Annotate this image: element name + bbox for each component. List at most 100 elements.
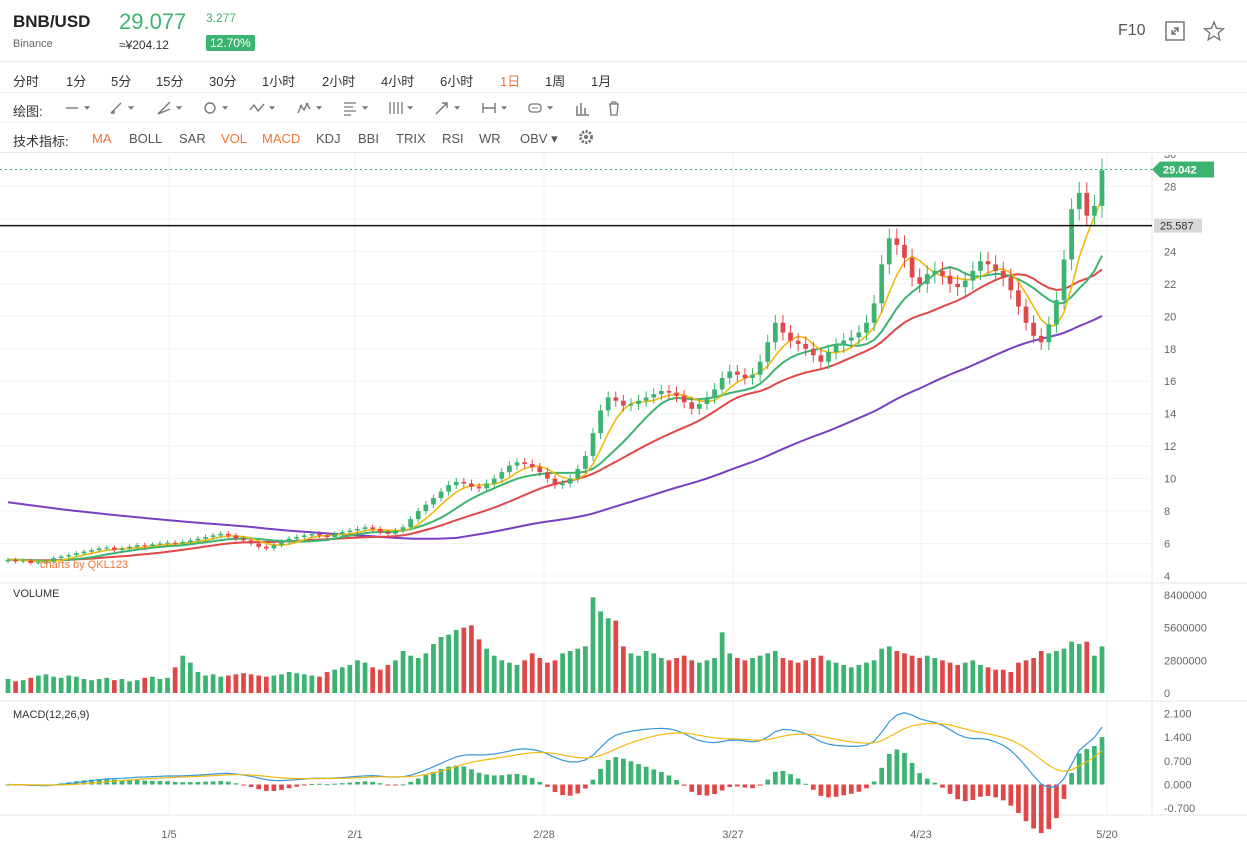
period-5[interactable]: 1小时 xyxy=(262,74,296,89)
wave-tool-icon[interactable] xyxy=(249,99,276,117)
volume-bar xyxy=(917,658,923,693)
macd-tick-label: 0.700 xyxy=(1164,756,1192,768)
indicator-bbi[interactable]: BBI xyxy=(358,131,379,146)
macd-tick-label: 1.400 xyxy=(1164,732,1192,744)
macd-histogram-bar xyxy=(765,779,771,785)
period-8[interactable]: 6小时 xyxy=(440,74,474,89)
volume-bar xyxy=(909,655,915,693)
volume-bar xyxy=(1000,669,1006,693)
arrow-tool-icon[interactable] xyxy=(434,99,461,117)
macd-histogram-bar xyxy=(841,784,847,796)
gear-icon[interactable] xyxy=(577,128,595,146)
measure-tool-icon[interactable] xyxy=(481,99,508,117)
macd-histogram-bar xyxy=(499,775,505,785)
volume-bar xyxy=(636,655,641,693)
last-price-label: 29.042 xyxy=(1163,165,1197,177)
bars-tool-icon[interactable] xyxy=(574,99,590,117)
text-tool-icon[interactable] xyxy=(527,99,554,117)
volume-bar xyxy=(36,675,41,693)
period-2[interactable]: 5分 xyxy=(111,74,132,89)
pen-tool-icon[interactable] xyxy=(108,99,135,117)
period-11[interactable]: 1月 xyxy=(591,74,612,89)
period-3[interactable]: 15分 xyxy=(156,74,184,89)
f10-button[interactable]: F10 xyxy=(1118,22,1146,39)
ray-tool-icon[interactable] xyxy=(156,99,183,117)
indicator-obv[interactable]: OBV ▾ xyxy=(520,131,558,146)
macd-histogram-bar xyxy=(286,784,292,789)
price-tick-label: 14 xyxy=(1164,409,1176,421)
candle-body xyxy=(180,541,186,544)
period-4[interactable]: 30分 xyxy=(209,74,237,89)
period-1[interactable]: 1分 xyxy=(66,74,87,89)
macd-histogram-bar xyxy=(134,780,140,785)
grid-tool-icon[interactable] xyxy=(387,99,414,117)
macd-histogram-bar xyxy=(507,774,512,785)
macd-histogram-bar xyxy=(81,780,87,785)
volume-tick-label: 0 xyxy=(1164,688,1170,700)
candle-body xyxy=(271,545,277,549)
macd-dif-line xyxy=(7,712,1103,789)
indicator-label: 技术指标: xyxy=(13,134,69,149)
circle-tool-icon[interactable] xyxy=(202,99,229,117)
expand-icon[interactable] xyxy=(1164,20,1186,42)
macd-histogram-bar xyxy=(484,774,489,785)
period-6[interactable]: 2小时 xyxy=(322,74,356,89)
indicator-trix[interactable]: TRIX xyxy=(396,131,426,146)
candle-body xyxy=(818,355,824,362)
indicator-kdj[interactable]: KDJ xyxy=(316,131,341,146)
indicator-rsi[interactable]: RSI xyxy=(442,131,464,146)
price-tick-label: 18 xyxy=(1164,344,1176,356)
candle-body xyxy=(514,462,520,466)
volume-bar xyxy=(962,662,968,693)
indicator-sar[interactable]: SAR xyxy=(179,131,206,146)
candle-body xyxy=(1038,335,1044,343)
candle-body xyxy=(970,270,976,281)
macd-histogram-bar xyxy=(393,784,398,786)
volume-bar xyxy=(1023,660,1029,693)
volume-bar xyxy=(157,679,163,693)
candle-body xyxy=(772,322,778,343)
volume-bar xyxy=(263,676,269,693)
candle-body xyxy=(142,545,148,547)
period-7[interactable]: 4小时 xyxy=(381,74,415,89)
period-9[interactable]: 1日 xyxy=(500,74,521,89)
period-0[interactable]: 分时 xyxy=(13,74,40,89)
trash-icon[interactable] xyxy=(606,99,622,117)
candle-body xyxy=(66,554,72,557)
candle-body xyxy=(415,511,421,520)
indicator-macd[interactable]: MACD xyxy=(262,131,301,146)
candle-body xyxy=(491,478,497,484)
indicator-boll[interactable]: BOLL xyxy=(129,131,163,146)
volume-bar xyxy=(712,658,717,693)
last-price: 29.077 xyxy=(119,9,187,34)
pattern-tool-icon[interactable] xyxy=(296,99,323,117)
indicator-vol[interactable]: VOL xyxy=(221,131,248,146)
volume-bar xyxy=(370,667,376,693)
star-icon[interactable] xyxy=(1202,20,1226,42)
drawing-toolbar: 绘图: xyxy=(0,93,1247,123)
indicator-wr[interactable]: WR xyxy=(479,131,501,146)
volume-bar xyxy=(545,662,550,693)
candle-body xyxy=(317,533,322,536)
price-tick-label: 6 xyxy=(1164,539,1170,551)
volume-bar xyxy=(5,679,11,693)
volume-bar xyxy=(871,660,877,693)
volume-bar xyxy=(218,676,224,693)
candle-body xyxy=(628,403,634,406)
macd-histogram-bar xyxy=(932,782,938,785)
candle-body xyxy=(187,540,193,542)
candle-body xyxy=(810,348,816,356)
price-chart[interactable]: 1/5 2/1 2/28 3/27 4/23 5/20 4 6 8 10 12 14 16 18 20 22 2… xyxy=(0,155,1247,855)
volume-bar xyxy=(431,644,436,693)
volume-bar xyxy=(993,669,998,693)
macd-histogram-bar xyxy=(734,784,740,787)
line-tool-icon[interactable] xyxy=(64,99,91,117)
volume-bar xyxy=(74,676,79,693)
volume-bar xyxy=(674,658,679,693)
volume-bar xyxy=(902,653,907,693)
period-10[interactable]: 1周 xyxy=(545,74,566,89)
fib-tool-icon[interactable] xyxy=(342,99,369,117)
macd-histogram-bar xyxy=(567,784,573,796)
indicator-ma[interactable]: MA xyxy=(92,131,112,146)
candle-body xyxy=(978,261,983,271)
